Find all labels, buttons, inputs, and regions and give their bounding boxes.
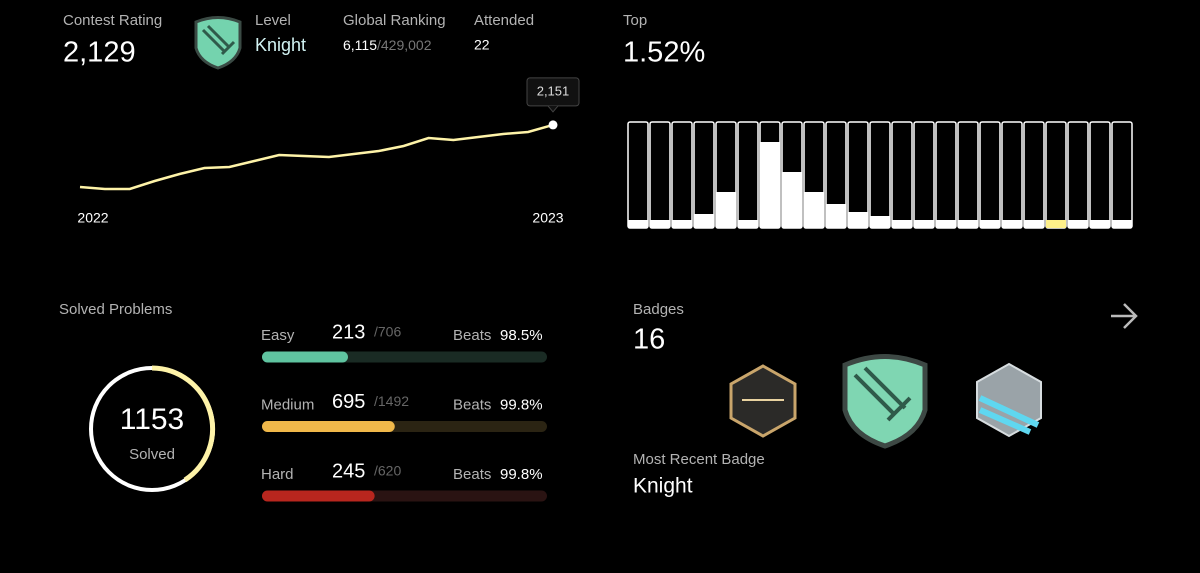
- badge-2022: [729, 364, 797, 438]
- rating: 2,129: [63, 37, 136, 69]
- distribution-bar: [672, 220, 692, 228]
- rating-point: [548, 120, 558, 130]
- distribution-bar: [760, 142, 780, 228]
- attended-label: Attended: [474, 12, 534, 29]
- distribution-bar: [848, 212, 868, 228]
- distribution-bar: [804, 192, 824, 228]
- progress-fill: [262, 490, 375, 502]
- level: Knight: [255, 35, 306, 55]
- progress-fill: [262, 351, 348, 363]
- ranking-total: /429,002: [377, 37, 432, 53]
- distribution-bar: [892, 220, 912, 228]
- level-total: /620: [374, 463, 401, 479]
- distribution-bar: [782, 172, 802, 228]
- distribution-bar: [650, 220, 670, 228]
- solved-count: 1153: [120, 403, 185, 436]
- beats-label: Beats: [453, 466, 491, 483]
- top-percent: 1.52%: [623, 37, 705, 69]
- level-solved: 245: [332, 460, 365, 482]
- recent-badge: Knight: [633, 475, 693, 498]
- beats-label: Beats: [453, 396, 491, 413]
- solved-ring-highlight: [151, 365, 216, 483]
- distribution-bar: [628, 220, 648, 228]
- distribution-bar: [1046, 220, 1066, 228]
- top-label: Top: [623, 12, 647, 29]
- next-arrow[interactable]: [1111, 303, 1138, 329]
- x-axis-label: 2022: [77, 210, 108, 226]
- level-label: Level: [255, 12, 291, 29]
- rating-label: Contest Rating: [63, 12, 162, 29]
- distribution-bar: [1002, 220, 1022, 228]
- ranking: 6,115: [343, 37, 377, 53]
- level-solved: 695: [332, 391, 365, 413]
- level-total: /706: [374, 324, 401, 340]
- distribution-bar: [958, 220, 978, 228]
- distribution-bar: [980, 220, 1000, 228]
- recent-badge-label: Most Recent Badge: [633, 451, 765, 468]
- ranking-text: 6,115/429,002: [343, 37, 432, 53]
- attended: 22: [474, 37, 490, 53]
- distribution-bar: [1112, 220, 1132, 228]
- distribution-bar: [1090, 220, 1110, 228]
- level-name: Medium: [261, 396, 314, 413]
- level-name: Easy: [261, 327, 295, 344]
- badge-streak: [976, 362, 1042, 438]
- distribution-bar: [1068, 220, 1088, 228]
- tooltip-text: 2,151: [537, 83, 570, 98]
- distribution-bar: [1024, 220, 1044, 228]
- solved-title: Solved Problems: [59, 301, 172, 318]
- badges-title: Badges: [633, 301, 684, 318]
- progress-fill: [262, 421, 395, 432]
- x-axis-label: 2023: [532, 210, 563, 226]
- badge-knight: [842, 354, 928, 449]
- beats-value: 98.5%: [500, 327, 543, 344]
- distribution-bar: [716, 192, 736, 228]
- level-total: /1492: [374, 393, 409, 409]
- solved-count-label: Solved: [129, 446, 175, 463]
- distribution-bar: [694, 214, 714, 228]
- ranking-label: Global Ranking: [343, 12, 446, 29]
- distribution-bar: [826, 204, 846, 228]
- tooltip-pointer: [547, 105, 559, 113]
- level-icon: [194, 16, 242, 70]
- rating-line: [79, 123, 554, 191]
- beats-value: 99.8%: [500, 466, 543, 483]
- badges-count: 16: [633, 324, 665, 356]
- distribution-bar: [914, 220, 934, 228]
- beats-value: 99.8%: [500, 396, 543, 413]
- distribution-bar: [870, 216, 890, 228]
- level-name: Hard: [261, 466, 294, 483]
- beats-label: Beats: [453, 327, 491, 344]
- distribution-bar: [936, 220, 956, 228]
- distribution-bar: [738, 220, 758, 228]
- level-solved: 213: [332, 321, 365, 343]
